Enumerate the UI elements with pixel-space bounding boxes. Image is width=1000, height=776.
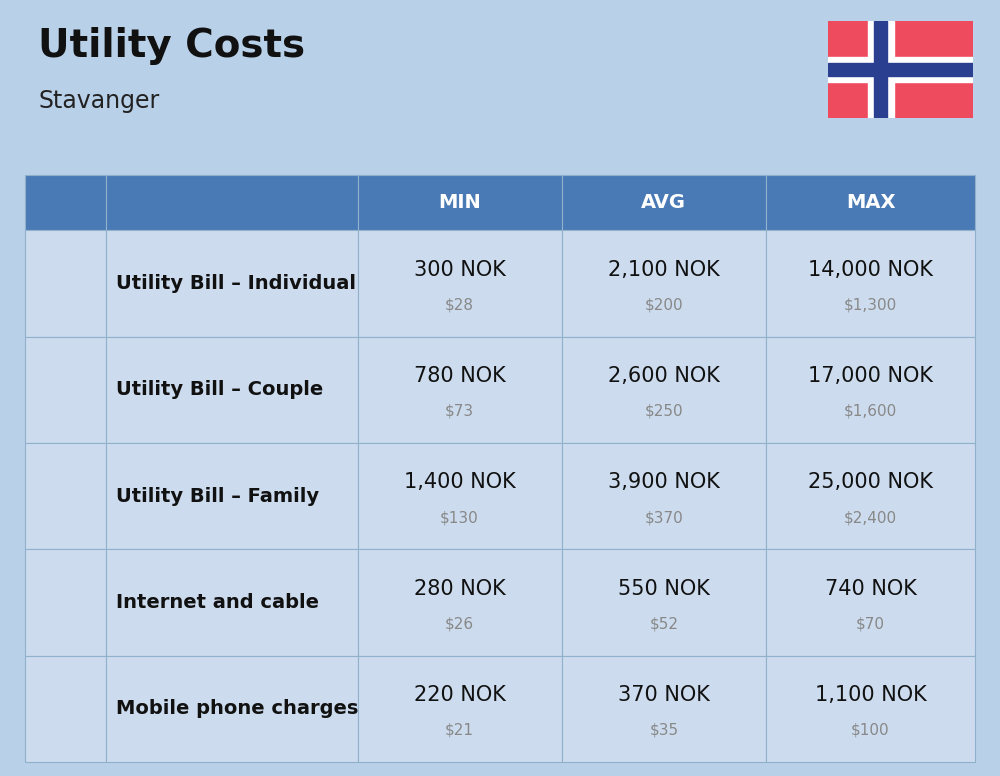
Bar <box>59 682 71 684</box>
Text: $73: $73 <box>445 404 474 419</box>
Text: Stavanger: Stavanger <box>38 89 159 113</box>
FancyBboxPatch shape <box>70 290 104 318</box>
Bar <box>828 63 973 76</box>
Circle shape <box>60 262 71 271</box>
FancyBboxPatch shape <box>26 290 61 318</box>
Text: MAX: MAX <box>846 193 895 212</box>
Bar <box>83 408 88 415</box>
FancyBboxPatch shape <box>26 503 61 531</box>
Bar <box>83 302 88 309</box>
FancyBboxPatch shape <box>31 609 100 633</box>
FancyBboxPatch shape <box>47 251 84 282</box>
FancyBboxPatch shape <box>47 357 84 389</box>
Text: 370 NOK: 370 NOK <box>618 685 710 705</box>
Bar <box>80 404 94 410</box>
Bar <box>43 629 47 633</box>
Text: AVG: AVG <box>641 193 686 212</box>
Text: $100: $100 <box>851 722 890 738</box>
Text: 1,400 NOK: 1,400 NOK <box>404 473 516 493</box>
Text: 550 NOK: 550 NOK <box>618 579 710 599</box>
Bar <box>80 511 94 516</box>
FancyBboxPatch shape <box>58 718 70 729</box>
Circle shape <box>56 470 75 487</box>
Bar <box>45 404 49 411</box>
FancyBboxPatch shape <box>70 707 82 718</box>
Circle shape <box>60 474 71 483</box>
Bar <box>38 509 42 518</box>
FancyBboxPatch shape <box>47 463 84 495</box>
FancyBboxPatch shape <box>38 674 93 744</box>
Text: Utility Bill – Individual: Utility Bill – Individual <box>116 274 356 293</box>
FancyBboxPatch shape <box>70 695 82 706</box>
Text: $35: $35 <box>649 722 678 738</box>
Text: Utility Costs: Utility Costs <box>38 27 305 65</box>
Text: 2,600 NOK: 2,600 NOK <box>608 366 720 386</box>
Text: 25,000 NOK: 25,000 NOK <box>808 473 933 493</box>
Text: $52: $52 <box>649 616 678 632</box>
Bar <box>38 404 42 411</box>
Bar <box>83 629 88 633</box>
Text: $130: $130 <box>440 510 479 525</box>
FancyBboxPatch shape <box>42 275 89 300</box>
Text: MIN: MIN <box>438 193 481 212</box>
Bar <box>80 298 94 303</box>
FancyBboxPatch shape <box>36 409 52 418</box>
FancyBboxPatch shape <box>58 695 70 706</box>
Text: $200: $200 <box>645 297 683 313</box>
Bar <box>874 21 887 118</box>
Bar <box>45 296 49 305</box>
Text: 17,000 NOK: 17,000 NOK <box>808 366 933 386</box>
Text: 2,100 NOK: 2,100 NOK <box>608 260 720 280</box>
FancyBboxPatch shape <box>26 397 61 424</box>
Text: Internet and cable: Internet and cable <box>116 593 319 612</box>
Circle shape <box>62 618 68 624</box>
FancyBboxPatch shape <box>47 707 59 718</box>
Circle shape <box>56 258 75 275</box>
Text: $21: $21 <box>445 722 474 738</box>
FancyBboxPatch shape <box>70 397 104 424</box>
Text: 1,100 NOK: 1,100 NOK <box>815 685 926 705</box>
Text: 220 NOK: 220 NOK <box>414 685 506 705</box>
FancyBboxPatch shape <box>70 503 104 531</box>
FancyBboxPatch shape <box>44 684 86 734</box>
FancyBboxPatch shape <box>47 718 59 729</box>
Text: $250: $250 <box>645 404 683 419</box>
Text: Utility Bill – Family: Utility Bill – Family <box>116 487 319 506</box>
FancyBboxPatch shape <box>42 487 89 513</box>
Text: Utility Bill – Couple: Utility Bill – Couple <box>116 380 323 400</box>
Text: $370: $370 <box>644 510 683 525</box>
Circle shape <box>60 368 71 377</box>
Bar <box>828 57 973 82</box>
Text: $70: $70 <box>856 616 885 632</box>
Bar <box>83 514 88 521</box>
FancyBboxPatch shape <box>47 695 59 706</box>
Text: Mobile phone charges: Mobile phone charges <box>116 699 358 719</box>
Text: $28: $28 <box>445 297 474 313</box>
Text: 780 NOK: 780 NOK <box>414 366 505 386</box>
FancyBboxPatch shape <box>36 515 52 525</box>
FancyBboxPatch shape <box>36 303 52 312</box>
Text: $26: $26 <box>445 616 474 632</box>
Circle shape <box>56 364 75 381</box>
Circle shape <box>62 733 69 740</box>
Text: $2,400: $2,400 <box>844 510 897 525</box>
Text: $1,300: $1,300 <box>844 297 897 313</box>
Text: $1,600: $1,600 <box>844 404 897 419</box>
FancyBboxPatch shape <box>42 381 89 407</box>
Text: 300 NOK: 300 NOK <box>414 260 506 280</box>
Circle shape <box>63 603 68 607</box>
FancyBboxPatch shape <box>70 718 82 729</box>
Bar <box>45 509 49 518</box>
Bar <box>38 296 42 305</box>
FancyBboxPatch shape <box>58 707 70 718</box>
Bar <box>868 21 894 118</box>
Text: 740 NOK: 740 NOK <box>825 579 916 599</box>
Text: 3,900 NOK: 3,900 NOK <box>608 473 720 493</box>
Text: 280 NOK: 280 NOK <box>414 579 505 599</box>
Text: 14,000 NOK: 14,000 NOK <box>808 260 933 280</box>
